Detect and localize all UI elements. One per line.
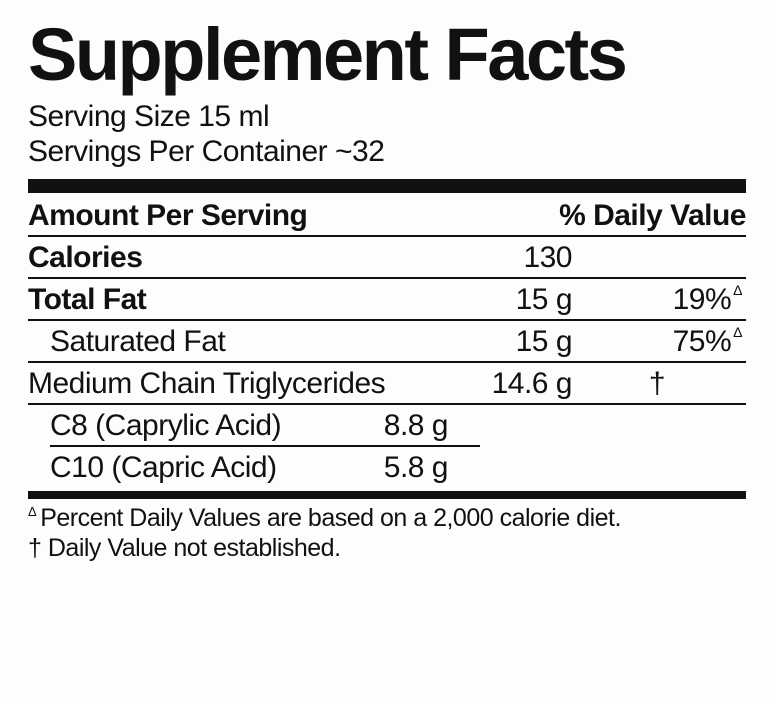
dv-total-fat-note: Δ xyxy=(733,282,742,298)
serving-size: Serving Size 15 ml xyxy=(28,100,746,135)
label-saturated-fat: Saturated Fat xyxy=(28,325,432,359)
amount-c8: 8.8 g xyxy=(328,409,448,443)
panel-title: Supplement Facts xyxy=(28,18,746,92)
servings-per-container: Servings Per Container ~32 xyxy=(28,135,746,170)
footnote-dagger-symbol: † xyxy=(28,534,41,562)
row-c10: C10 (Capric Acid) 5.8 g xyxy=(28,447,746,487)
amount-c10: 5.8 g xyxy=(328,451,448,485)
amount-saturated-fat: 15 g xyxy=(432,325,572,359)
label-calories: Calories xyxy=(28,241,432,275)
footnotes: Δ Percent Daily Values are based on a 2,0… xyxy=(28,503,746,563)
dv-saturated-fat-note: Δ xyxy=(733,324,742,340)
footnote-dagger-text: Daily Value not established. xyxy=(48,534,341,562)
header-amount-per-serving: Amount Per Serving xyxy=(28,199,307,233)
header-row: Amount Per Serving % Daily Value xyxy=(28,193,746,235)
label-c8: C8 (Caprylic Acid) xyxy=(28,409,328,443)
footnote-delta-text: Percent Daily Values are based on a 2,00… xyxy=(40,504,621,532)
dv-saturated-fat: 75%Δ xyxy=(572,325,742,359)
row-mct: Medium Chain Triglycerides 14.6 g † xyxy=(28,363,746,403)
label-mct: Medium Chain Triglycerides xyxy=(28,367,432,401)
dv-mct: † xyxy=(572,367,742,401)
row-total-fat: Total Fat 15 g 19%Δ xyxy=(28,279,746,319)
row-calories: Calories 130 xyxy=(28,237,746,277)
serving-block: Serving Size 15 ml Servings Per Containe… xyxy=(28,100,746,169)
rule-thick-top xyxy=(28,179,746,193)
amount-calories: 130 xyxy=(432,241,572,275)
amount-mct: 14.6 g xyxy=(432,367,572,401)
footnote-delta: Δ Percent Daily Values are based on a 2,0… xyxy=(28,503,746,533)
footnote-delta-symbol: Δ xyxy=(28,504,36,519)
dv-saturated-fat-value: 75% xyxy=(673,325,732,358)
label-total-fat: Total Fat xyxy=(28,283,432,317)
row-c8: C8 (Caprylic Acid) 8.8 g xyxy=(28,405,746,445)
header-daily-value: % Daily Value xyxy=(559,199,746,233)
footnote-dagger: † Daily Value not established. xyxy=(28,533,746,563)
row-saturated-fat: Saturated Fat 15 g 75%Δ xyxy=(28,321,746,361)
dv-total-fat-value: 19% xyxy=(673,283,732,316)
rule-med-bottom xyxy=(28,491,746,499)
amount-total-fat: 15 g xyxy=(432,283,572,317)
label-c10: C10 (Capric Acid) xyxy=(28,451,328,485)
dv-total-fat: 19%Δ xyxy=(572,283,742,317)
supplement-facts-panel: Supplement Facts Serving Size 15 ml Serv… xyxy=(28,18,746,563)
